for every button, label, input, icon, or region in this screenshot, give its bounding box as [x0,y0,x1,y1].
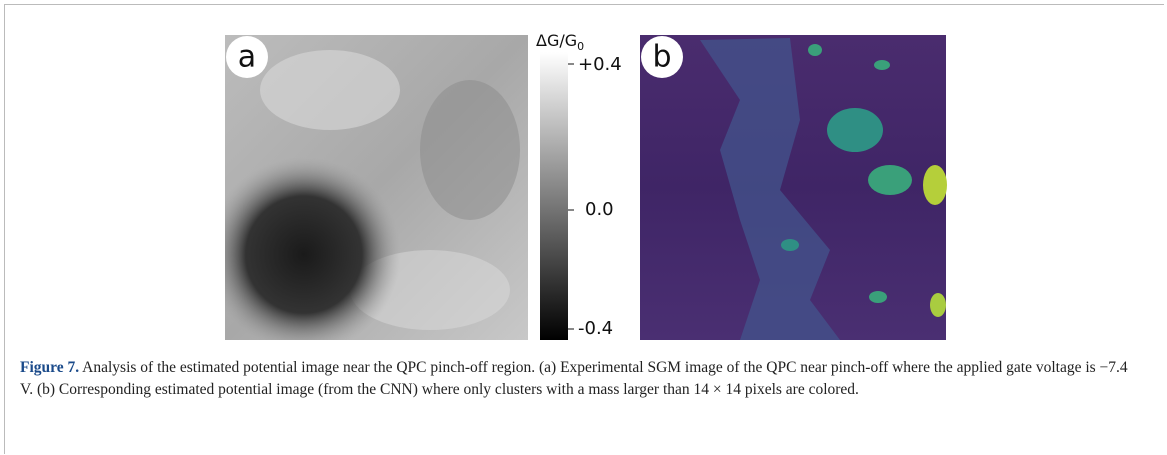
caption-text: Analysis of the estimated potential imag… [20,359,1128,398]
caption: Figure 7. Analysis of the estimated pote… [20,357,1130,401]
colorbar-title-subscript: 0 [577,40,584,53]
colorbar-tick-label: -0.4 [578,318,613,339]
panel-a: a [225,35,528,340]
panel-label-bg [226,36,268,78]
cluster [869,291,887,303]
panel-label: a [238,40,256,75]
colorbar-tick-label: 0.0 [585,199,614,220]
cluster [874,60,890,70]
figure-graphics: a ΔG/G0 +0.4 0.0 -0.4 b [225,31,947,340]
cluster [781,239,799,251]
colorbar-gradient [540,52,568,340]
colorbar-title-text: ΔG/G [536,31,577,50]
cluster [868,165,912,195]
cluster-large [700,38,840,340]
colorbar: ΔG/G0 +0.4 0.0 -0.4 [536,31,622,340]
cluster [827,108,883,152]
figure-frame [4,4,1164,454]
colorbar-title: ΔG/G0 [536,31,584,53]
cluster [808,44,822,56]
panel-label: b [652,40,671,75]
cluster [930,293,946,317]
panel-b: b [640,35,947,340]
cluster [923,165,947,205]
panel-label-bg [641,36,683,78]
colorbar-tick-label: +0.4 [578,54,622,75]
sgm-dark-region [225,35,528,340]
caption-label: Figure 7. [20,359,80,376]
